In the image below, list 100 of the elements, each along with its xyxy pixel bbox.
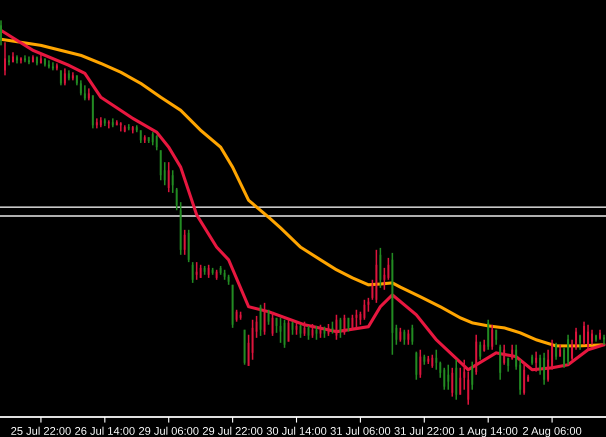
candlestick [315,325,318,341]
candlestick [292,320,294,336]
candlestick [603,334,605,346]
candlestick [236,309,238,322]
candlestick [264,302,266,336]
candlestick [80,80,82,96]
candlestick [411,324,414,346]
candlestick [351,314,354,331]
candlestick [495,328,498,346]
candlestick [300,324,302,339]
candlestick [407,328,410,346]
candlestick [68,70,70,82]
candlestick [443,367,446,390]
candlestick [583,320,586,346]
candlestick [8,54,10,66]
candlestick [383,267,386,291]
candlestick [88,88,90,102]
candlestick [359,310,362,326]
candlestick [64,68,66,86]
candlestick [543,352,546,386]
candlestick [216,269,218,281]
candlestick [575,327,578,351]
candlestick [323,326,326,339]
candlestick [343,314,346,336]
candlestick [152,131,154,146]
candlestick [487,319,490,351]
candlestick [256,315,258,339]
x-tick-label: 29 Jul 22:00 [202,426,262,435]
candlestick [327,323,330,337]
candlestick [423,354,426,366]
x-tick-label: 31 Jul 06:00 [330,426,390,435]
candlestick [563,347,566,369]
candlestick [579,334,582,351]
candlestick [599,328,602,341]
candlestick [399,327,402,342]
candlestick [479,340,482,360]
candlestick [511,344,514,360]
candlestick [4,42,6,76]
candlestick [471,360,474,390]
candlestick [459,367,462,396]
candlestick [403,328,406,346]
candlestick [304,320,306,337]
candlestick [387,257,390,281]
candlestick [587,324,590,351]
candlestick [168,161,170,193]
candlestick [347,317,350,332]
candlestick [140,130,142,144]
x-tick-label: 29 Jul 06:00 [139,426,199,435]
candlestick [164,161,166,186]
candlestick [208,264,210,279]
candlestick [363,299,366,321]
candlestick [176,187,178,211]
candlestick [288,319,290,342]
candlestick [40,53,42,64]
candlestick [503,344,506,366]
candlestick [192,261,194,284]
candlestick [60,70,62,86]
candlestick [555,342,558,360]
candlestick [96,118,98,130]
candlestick [515,344,518,370]
candlestick [419,348,422,379]
candlestick [331,320,334,334]
candlestick [435,348,438,370]
candlestick [228,274,230,286]
candlestick [335,314,338,341]
candlestick [307,325,310,341]
x-tick-label: 26 Jul 14:00 [75,426,135,435]
candlestick [531,354,534,366]
candlestick [260,304,262,337]
candlestick [507,357,510,372]
candlestick [567,334,570,366]
candlestick [12,52,14,64]
x-tick-label: 2 Aug 06:00 [522,427,582,437]
candlestick [84,84,86,102]
candlestick [355,309,358,329]
candlestick [319,324,322,339]
x-tick-label: 1 Aug 14:00 [459,427,518,437]
candlestick [196,261,198,281]
candlestick [120,121,122,132]
candlestick [395,324,398,346]
candlestick [200,264,202,279]
candlestick [276,317,278,334]
candlestick [431,354,434,369]
candlestick [172,169,174,194]
candlestick [591,328,594,346]
x-tick-label: 30 Jul 14:00 [266,426,326,435]
candlestick [280,317,282,344]
x-tick-label: 31 Jul 22:00 [394,426,454,435]
candlestick [339,317,342,339]
candlestick [184,229,186,256]
candlestick [224,269,226,281]
candlestick [0,20,2,46]
candlestick [415,350,418,380]
candlestick [100,116,102,128]
candlestick [491,324,494,351]
candlestick [367,297,370,312]
candlestick [571,338,574,360]
candlestick [272,310,274,337]
candlestick [311,323,314,339]
candlestick [284,319,286,349]
